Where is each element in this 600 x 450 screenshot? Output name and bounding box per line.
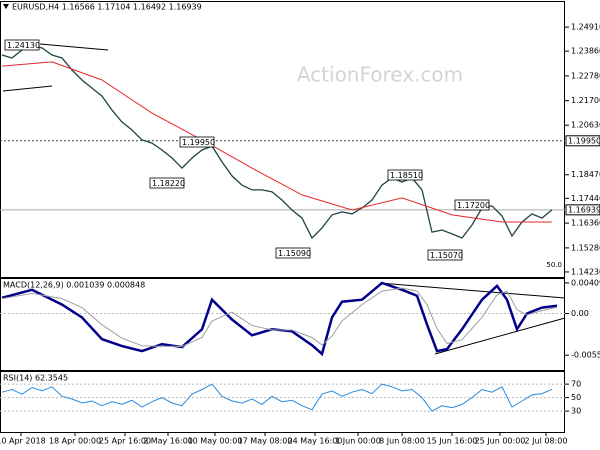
- data-line: [1, 281, 558, 357]
- annotation-box: [179, 136, 215, 148]
- trend-line: [434, 317, 566, 355]
- corner-label: 50.0: [546, 261, 562, 269]
- macd-panel: [0, 278, 565, 371]
- y-tick-label: 1.24910: [571, 23, 600, 32]
- y-tick-label: 1.18470: [571, 170, 600, 179]
- annotation-box: [427, 249, 463, 261]
- annotation-box: [387, 169, 423, 181]
- y-tick-label: 1.23860: [571, 47, 600, 56]
- rsi-title: RSI(14) 62.3545: [3, 374, 68, 383]
- annotation-box: [149, 177, 185, 189]
- y-tick-label: 1.22780: [571, 71, 600, 80]
- y-tick-label: -0.005568: [571, 351, 600, 360]
- rsi-panel: [0, 371, 565, 433]
- x-tick-label: 2 May 16:00: [143, 437, 193, 446]
- level-label-box: [565, 204, 600, 216]
- x-tick-label: 1 Jun 00:00: [335, 437, 381, 446]
- annotation: 1.18220: [152, 179, 185, 188]
- y-tick-label: 0.00: [571, 309, 589, 318]
- annotation-box: [454, 199, 490, 211]
- y-tick-label: 70: [571, 380, 581, 389]
- x-tick-label: 25 Apr 16:00: [99, 437, 151, 446]
- watermark: ActionForex.com: [297, 63, 463, 87]
- macd-title: MACD(12,26,9) 0.001039 0.000848: [3, 281, 145, 290]
- trend-line: [39, 43, 109, 51]
- price-panel: [0, 1, 565, 278]
- trend-line: [2, 85, 53, 92]
- data-line: [1, 383, 553, 412]
- trend-line: [379, 282, 566, 299]
- annotation-box: [275, 247, 311, 259]
- data-line: [1, 61, 552, 223]
- y-tick-label: 1.15280: [571, 243, 600, 252]
- x-tick-label: 24 May 16:00: [288, 437, 343, 446]
- level-label: 1.19950: [568, 136, 600, 145]
- level-label-box: [565, 135, 600, 147]
- symbol-icon: [3, 4, 9, 9]
- x-tick-label: 18 Apr 00:00: [49, 437, 101, 446]
- x-tick-label: 8 Jun 08:00: [379, 437, 425, 446]
- chart-title: EURUSD,H4 1.16566 1.17104 1.16492 1.1693…: [12, 3, 202, 12]
- y-tick-label: 1.20630: [571, 121, 600, 130]
- annotation: 1.18510: [390, 171, 423, 180]
- data-line: [1, 287, 558, 347]
- annotation: 1.15090: [278, 249, 311, 258]
- annotation: 1.15070: [430, 251, 463, 260]
- y-tick-label: 50: [571, 393, 581, 402]
- y-tick-label: 30: [571, 407, 581, 416]
- x-tick-label: 10 May 00:00: [188, 437, 243, 446]
- annotation: 1.17200: [457, 201, 490, 210]
- y-tick-label: 1.14230: [571, 267, 600, 276]
- annotation: 1.24130: [7, 41, 40, 50]
- level-label: 1.16939: [568, 205, 600, 214]
- y-tick-label: 1.16360: [571, 219, 600, 228]
- x-tick-label: 17 May 08:00: [238, 437, 293, 446]
- x-tick-label: 15 Jun 16:00: [427, 437, 478, 446]
- y-tick-label: 1.21700: [571, 96, 600, 105]
- annotation: 1.19950: [182, 138, 215, 147]
- x-tick-label: 25 Jun 00:00: [475, 437, 526, 446]
- x-tick-label: 2 Jul 08:00: [525, 437, 568, 446]
- data-line: [1, 45, 553, 240]
- y-tick-label: 0.004094: [571, 278, 600, 287]
- y-tick-label: 1.17440: [571, 194, 600, 203]
- x-tick-label: 10 Apr 2018: [0, 437, 46, 446]
- annotation-box: [4, 39, 40, 51]
